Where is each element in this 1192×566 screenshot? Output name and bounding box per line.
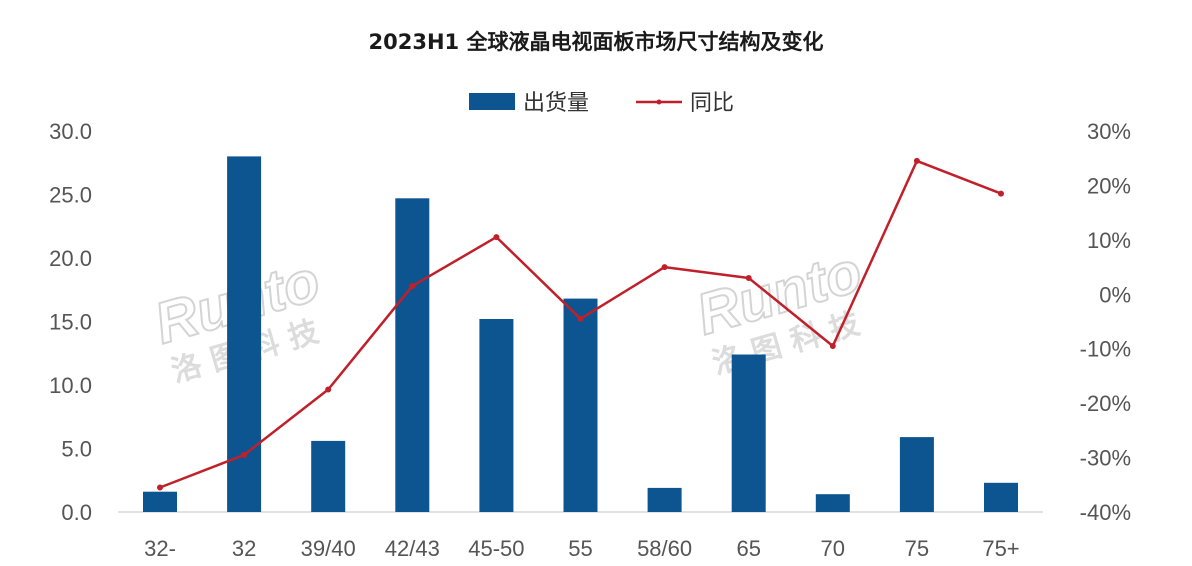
line-point-2 [325, 386, 332, 393]
x-axis-ticks: 32- 32 39/40 42/43 45-50 55 58/60 65 70 75 75+ [144, 536, 1020, 561]
y-right-tick-label: -30% [1080, 446, 1131, 471]
line-point-3 [409, 283, 416, 290]
bar-2 [311, 440, 346, 512]
y-left-tick-label: 30.0 [49, 119, 92, 144]
line-point-6 [661, 264, 668, 271]
y-left-tick-label: 5.0 [61, 437, 92, 462]
y-right-tick-label: 30% [1087, 119, 1131, 144]
line-point-8 [829, 343, 836, 349]
bar-7 [731, 354, 766, 512]
y-right-tick-label: 20% [1087, 173, 1131, 198]
line-series [157, 157, 1004, 491]
watermark-right: Runto 洛 图 科 技 [689, 238, 870, 382]
x-tick-label: 55 [568, 536, 592, 561]
legend-bar-swatch [469, 93, 515, 110]
x-tick-label: 58/60 [637, 536, 692, 561]
line-point-9 [913, 157, 920, 164]
chart-title: 2023H1 全球液晶电视面板市场尺寸结构及变化 [369, 30, 824, 54]
x-tick-label: 45-50 [468, 536, 524, 561]
line-point-10 [998, 190, 1004, 197]
line-point-7 [745, 275, 752, 281]
bar-0 [143, 491, 177, 512]
line-point-4 [493, 234, 500, 241]
y-right-tick-label: 0% [1099, 282, 1131, 307]
y-left-tick-label: 25.0 [49, 183, 92, 208]
line-point-1 [241, 451, 248, 458]
legend-line-marker [656, 99, 662, 105]
bar-10 [984, 482, 1018, 512]
y-right-tick-label: -40% [1080, 500, 1131, 525]
y-left-tick-label: 10.0 [49, 373, 92, 398]
legend-line-label: 同比 [690, 91, 734, 116]
bar-8 [815, 494, 850, 512]
line-point-5 [577, 315, 584, 322]
x-tick-label: 39/40 [301, 536, 356, 561]
bar-3 [395, 198, 430, 513]
x-tick-label: 65 [736, 536, 760, 561]
y-right-tick-label: -20% [1080, 391, 1131, 416]
x-tick-label: 70 [821, 536, 845, 561]
y-right-tick-label: 10% [1087, 228, 1131, 253]
line-point-0 [157, 484, 163, 491]
legend: 出货量 同比 [469, 91, 734, 116]
y-right-axis-ticks: -40% -30% -20% -10% 0% 10% 20% 30% [1080, 119, 1131, 525]
y-left-tick-label: 0.0 [61, 500, 92, 525]
bar-9 [899, 437, 934, 512]
y-right-tick-label: -10% [1080, 337, 1131, 362]
x-tick-label: 75+ [982, 536, 1019, 561]
x-tick-label: 42/43 [385, 536, 440, 561]
x-tick-label: 75 [905, 536, 929, 561]
bar-4 [479, 319, 514, 512]
x-tick-label: 32 [232, 536, 256, 561]
bar-6 [647, 487, 682, 512]
y-left-axis-ticks: 0.0 5.0 10.0 15.0 20.0 25.0 30.0 [49, 119, 92, 525]
y-left-tick-label: 15.0 [49, 310, 92, 335]
y-left-tick-label: 20.0 [49, 246, 92, 271]
bar-5 [563, 298, 598, 512]
legend-bar-label: 出货量 [523, 91, 589, 116]
x-tick-label: 32- [144, 536, 176, 561]
